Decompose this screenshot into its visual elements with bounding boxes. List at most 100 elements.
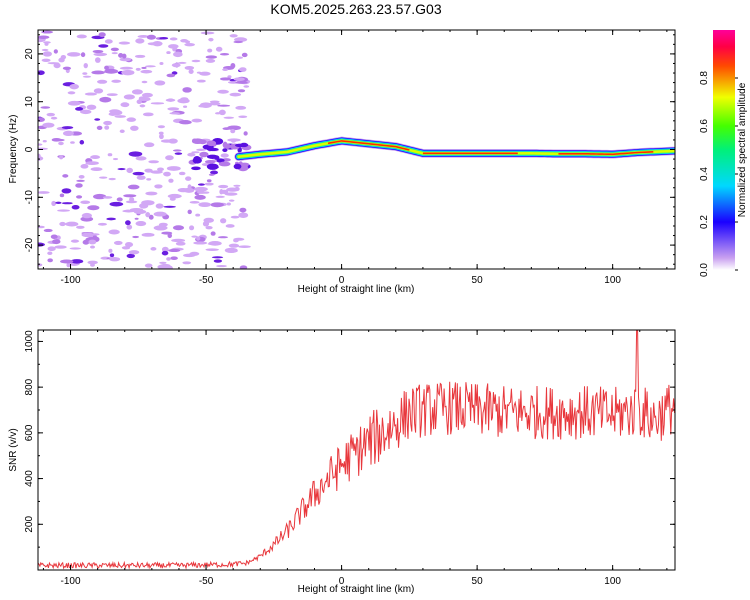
- y-tick-label: -20: [24, 237, 35, 252]
- noise-blob: [228, 199, 235, 202]
- x-tick-label: 50: [472, 576, 484, 587]
- noise-blob: [215, 195, 225, 198]
- noise-blob: [107, 153, 113, 157]
- noise-blob: [238, 212, 249, 218]
- noise-blob: [104, 39, 113, 44]
- noise-blob: [98, 32, 106, 38]
- noise-blob: [40, 106, 51, 109]
- noise-blob: [126, 117, 137, 122]
- noise-blob: [109, 253, 115, 258]
- noise-blob: [205, 248, 219, 252]
- snr-ticks: -100 -50 0 50 100 200 400 600 800 1000: [24, 330, 675, 587]
- noise-blob: [89, 245, 96, 249]
- noise-blob: [124, 241, 134, 248]
- noise-blob: [217, 89, 229, 94]
- noise-blob: [196, 79, 206, 83]
- noise-blob: [43, 41, 51, 44]
- noise-blob: [208, 37, 214, 42]
- noise-blob: [47, 62, 60, 65]
- noise-blob: [187, 184, 192, 190]
- figure-title: KOM5.2025.263.23.57.G03: [270, 1, 441, 17]
- noise-blob: [182, 87, 192, 93]
- noise-blob: [106, 93, 118, 96]
- noise-blob: [160, 139, 173, 143]
- y-tick-label: 800: [24, 378, 35, 395]
- x-tick-label: -50: [199, 576, 214, 587]
- noise-blob: [191, 235, 198, 238]
- noise-blob: [166, 166, 181, 171]
- noise-blob: [165, 155, 174, 161]
- noise-blob: [227, 138, 241, 142]
- noise-blob: [61, 188, 72, 194]
- noise-blob: [67, 100, 81, 106]
- y-tick-label: 400: [24, 470, 35, 487]
- noise-blob: [220, 153, 229, 158]
- noise-blob: [121, 69, 135, 76]
- noise-blob: [206, 179, 212, 183]
- noise-blob: [126, 224, 133, 230]
- noise-blob: [145, 212, 151, 218]
- noise-blob: [233, 40, 243, 44]
- noise-blob: [92, 49, 104, 54]
- noise-blob: [189, 251, 200, 256]
- noise-blob: [129, 197, 135, 202]
- noise-blob: [134, 54, 146, 58]
- noise-blob: [210, 170, 219, 175]
- noise-blob: [42, 122, 55, 128]
- noise-blob: [159, 261, 167, 264]
- noise-blob: [117, 168, 126, 171]
- noise-blob: [141, 66, 147, 70]
- noise-blob: [81, 232, 94, 238]
- noise-blob: [129, 208, 144, 212]
- noise-blob: [109, 201, 124, 207]
- noise-blob: [199, 151, 209, 158]
- noise-blob: [234, 143, 246, 148]
- noise-blob: [218, 161, 231, 167]
- noise-blob: [71, 205, 80, 210]
- noise-blob: [172, 225, 185, 231]
- noise-blob: [58, 141, 64, 146]
- noise-blob: [219, 189, 224, 195]
- noise-blob: [135, 220, 147, 227]
- noise-blob: [217, 236, 229, 239]
- noise-blob: [227, 75, 232, 79]
- colorbar-ticks: 0.0 0.2 0.4 0.6 0.8: [699, 71, 738, 277]
- noise-blob: [214, 155, 220, 160]
- noise-blob: [87, 205, 100, 211]
- noise-blob: [38, 242, 45, 247]
- noise-blob: [166, 51, 171, 55]
- noise-blob: [132, 235, 139, 239]
- noise-blob: [222, 68, 229, 71]
- noise-blob: [58, 155, 64, 160]
- noise-blob: [138, 96, 151, 102]
- noise-blob: [225, 224, 235, 228]
- noise-blob: [157, 125, 165, 129]
- noise-blob: [230, 215, 240, 219]
- noise-blob: [53, 49, 58, 54]
- y-tick-label: 200: [24, 516, 35, 533]
- noise-blob: [175, 241, 186, 246]
- noise-blob: [168, 178, 174, 183]
- noise-blob: [76, 225, 85, 229]
- noise-blob: [42, 140, 47, 143]
- noise-blob: [80, 216, 94, 222]
- noise-blob: [144, 263, 153, 268]
- noise-blob: [165, 98, 176, 102]
- noise-blob: [96, 125, 103, 130]
- noise-blob: [141, 92, 153, 98]
- noise-blob: [196, 71, 202, 74]
- noise-blob: [38, 35, 50, 40]
- noise-blob: [140, 69, 153, 74]
- noise-blob: [159, 62, 164, 65]
- noise-blob: [208, 173, 215, 176]
- noise-blob: [196, 236, 201, 241]
- noise-blob: [150, 247, 157, 251]
- noise-blob: [185, 176, 192, 181]
- noise-blob: [223, 116, 235, 119]
- noise-blob: [143, 142, 155, 148]
- noise-blob: [69, 83, 79, 90]
- colorbar-tick-label: 0.8: [699, 71, 710, 85]
- noise-blob: [237, 89, 246, 93]
- noise-blob: [178, 120, 192, 125]
